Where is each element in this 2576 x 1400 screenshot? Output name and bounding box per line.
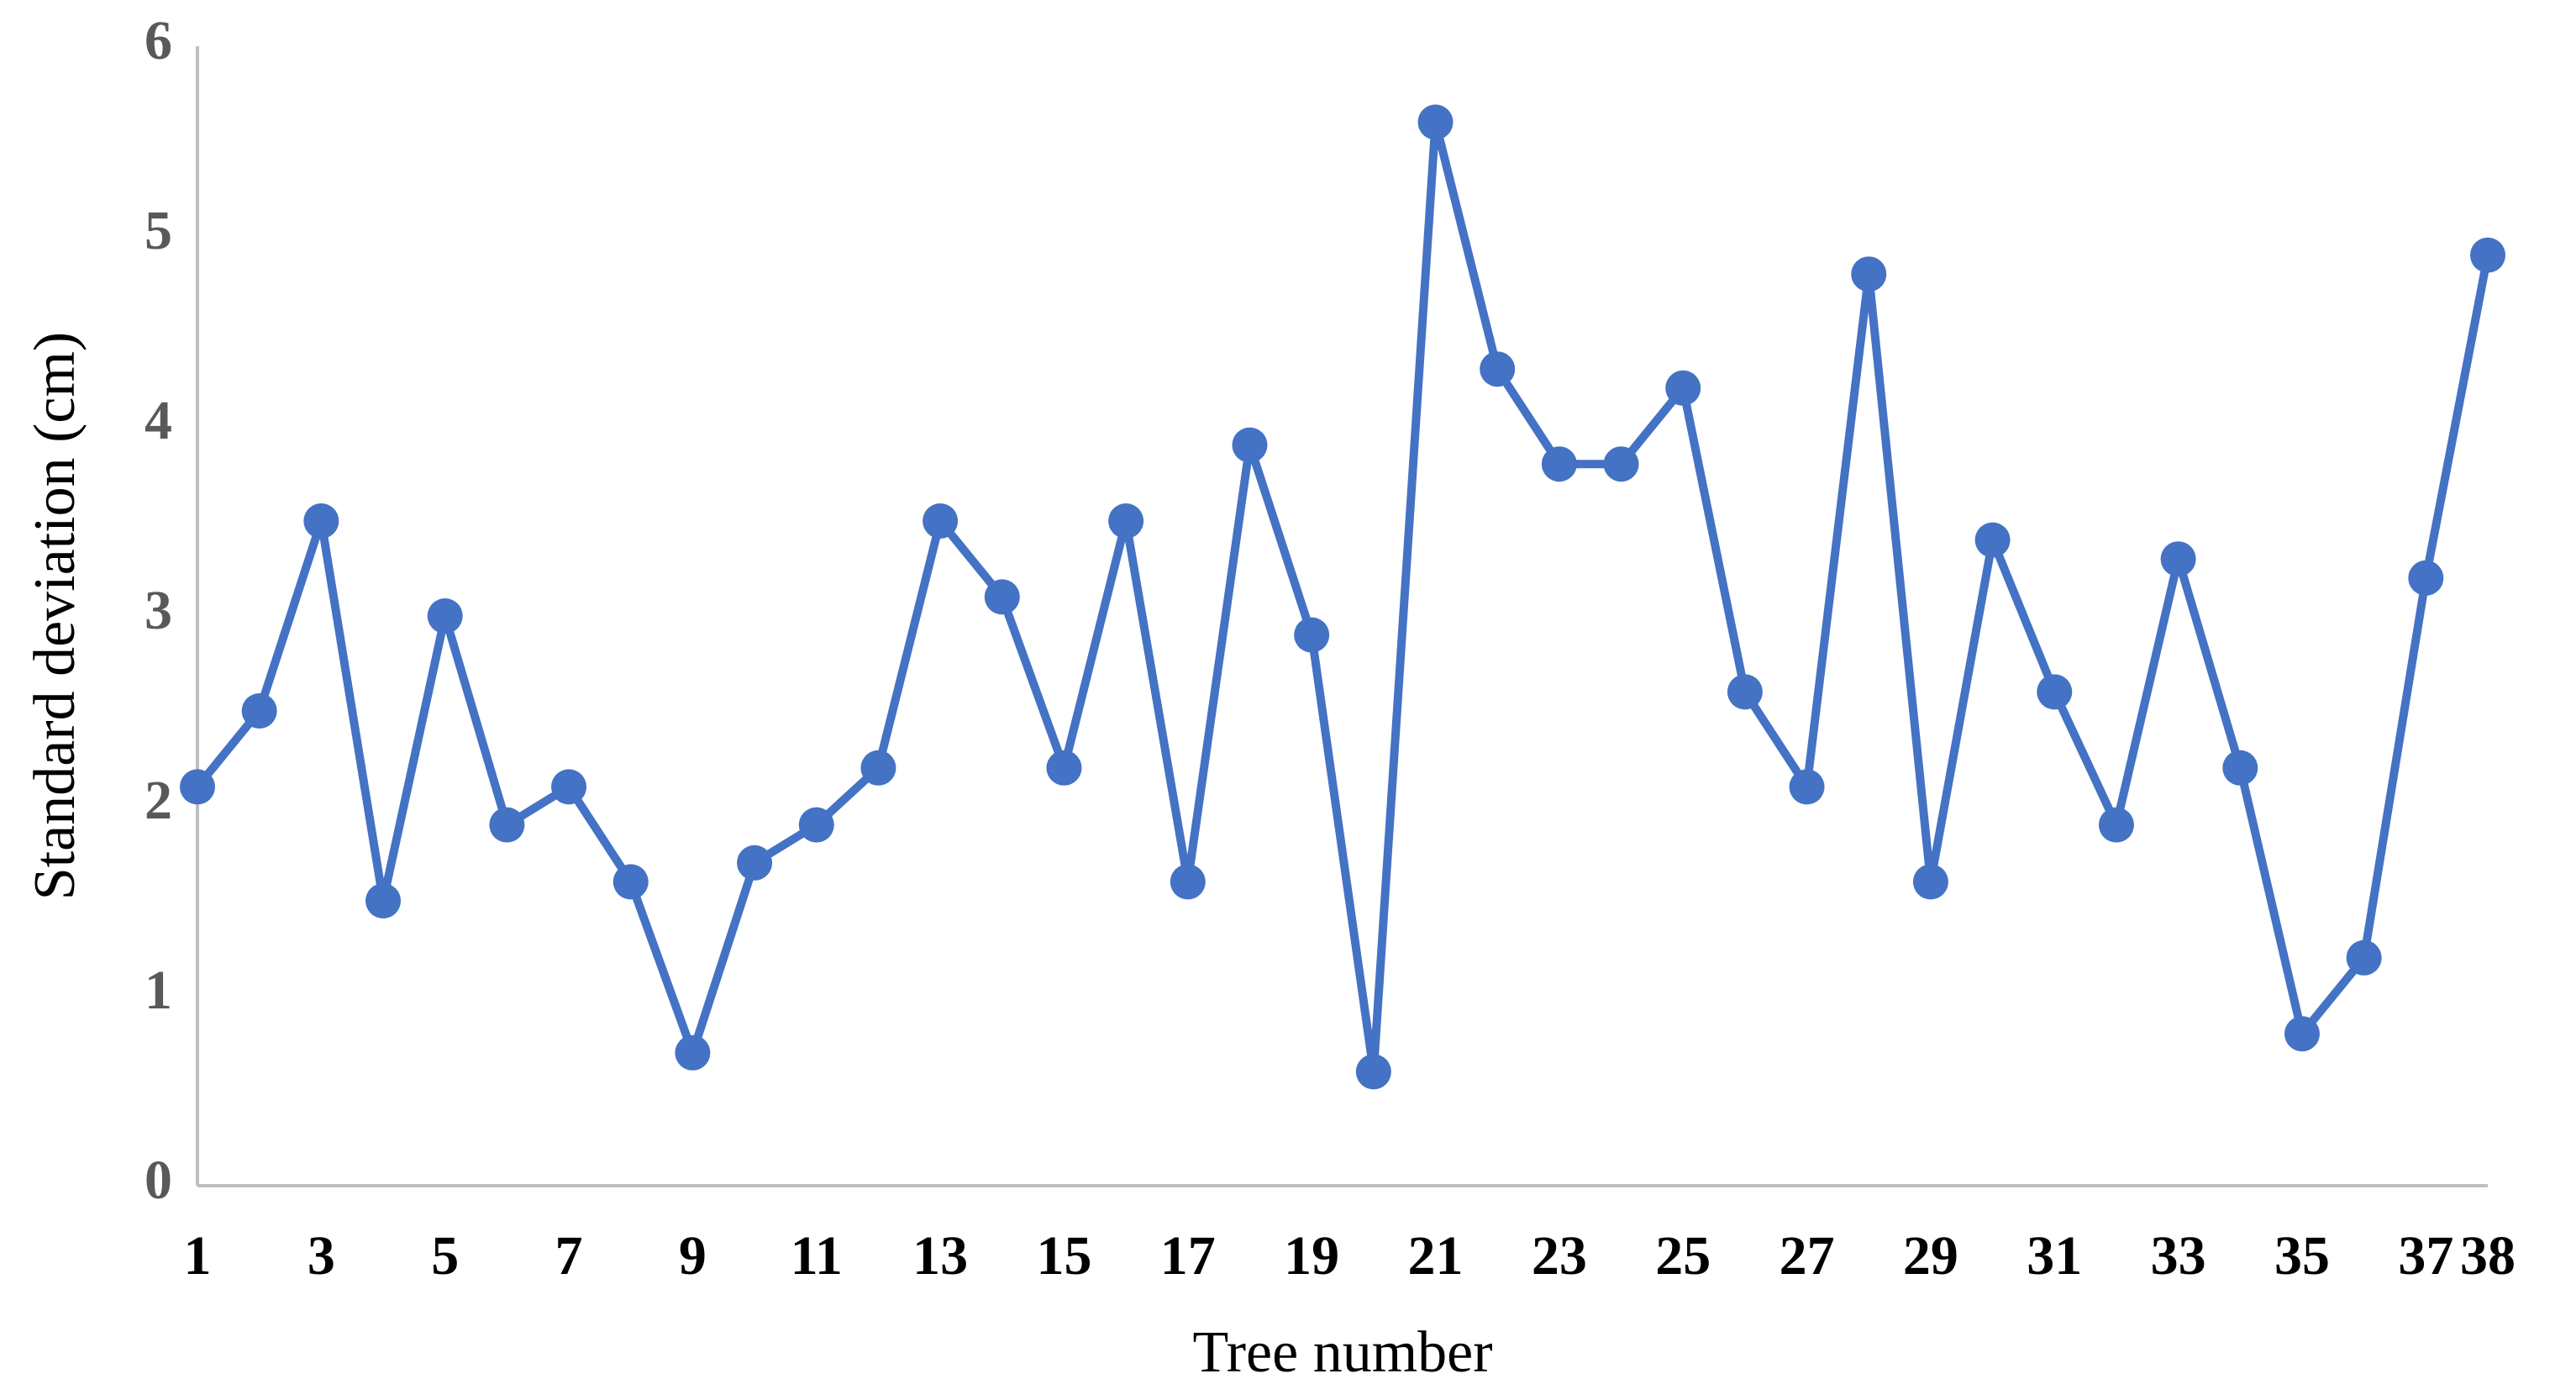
data-point (2098, 807, 2134, 843)
data-point (1294, 617, 1330, 653)
data-point (1541, 446, 1577, 482)
x-tick-label: 37 (2398, 1225, 2453, 1287)
x-axis-title: Tree number (1192, 1320, 1492, 1385)
x-tick-label: 9 (679, 1225, 707, 1287)
data-point (2284, 1016, 2320, 1052)
data-point (1108, 503, 1144, 539)
x-tick-label: 31 (2027, 1225, 2082, 1287)
data-point (1912, 864, 1948, 900)
data-point (1480, 351, 1516, 387)
data-point (2037, 674, 2073, 710)
x-tick-label: 33 (2151, 1225, 2206, 1287)
data-point (1603, 446, 1639, 482)
data-point (180, 769, 215, 805)
x-tick-label: 27 (1780, 1225, 1835, 1287)
data-point (1974, 522, 2011, 558)
data-point (1727, 674, 1763, 710)
data-point (2346, 939, 2382, 976)
data-point (860, 750, 896, 786)
y-axis-title: Standard deviation (cm) (23, 332, 87, 900)
x-tick-label: 1 (184, 1225, 212, 1287)
x-tick-label: 13 (912, 1225, 968, 1287)
x-tick-label: 29 (1903, 1225, 1958, 1287)
data-point (2222, 750, 2258, 786)
data-point (612, 864, 649, 900)
data-point (1417, 104, 1454, 140)
data-point (1046, 750, 1082, 786)
y-tick-label: 0 (145, 1150, 172, 1211)
data-point (2470, 237, 2505, 273)
x-tick-label: 35 (2274, 1225, 2330, 1287)
x-tick-label: 15 (1036, 1225, 1091, 1287)
y-tick-label: 4 (145, 390, 172, 451)
data-point (365, 883, 402, 918)
data-point (489, 807, 525, 843)
y-tick-label: 6 (145, 10, 172, 71)
data-point (2160, 541, 2196, 577)
x-tick-label: 5 (431, 1225, 459, 1287)
data-point (1355, 1054, 1391, 1090)
y-tick-label: 2 (145, 770, 172, 831)
y-tick-label: 5 (145, 200, 172, 261)
y-tick-label: 3 (145, 580, 172, 641)
data-point (675, 1034, 711, 1071)
y-tick-label: 1 (145, 960, 172, 1021)
data-point (1170, 864, 1206, 900)
data-point (2408, 560, 2444, 596)
data-point (1851, 256, 1887, 292)
x-tick-label: 23 (1532, 1225, 1587, 1287)
data-point (551, 769, 587, 805)
x-tick-label: 11 (791, 1225, 843, 1287)
data-point (241, 693, 277, 729)
x-tick-label: 19 (1284, 1225, 1339, 1287)
data-point (303, 503, 339, 539)
x-tick-label: 17 (1160, 1225, 1216, 1287)
data-point (737, 845, 773, 881)
x-tick-label: 38 (2460, 1225, 2516, 1287)
data-point (984, 579, 1020, 615)
data-point (1665, 370, 1701, 406)
data-point (798, 807, 834, 843)
data-point (427, 598, 463, 634)
data-point (1232, 427, 1268, 463)
x-tick-label: 7 (555, 1225, 583, 1287)
x-tick-label: 21 (1408, 1225, 1464, 1287)
data-point (1789, 769, 1825, 805)
x-tick-label: 3 (308, 1225, 335, 1287)
series-line (194, 118, 2492, 1076)
data-point (923, 503, 959, 539)
x-tick-label: 25 (1655, 1225, 1711, 1287)
